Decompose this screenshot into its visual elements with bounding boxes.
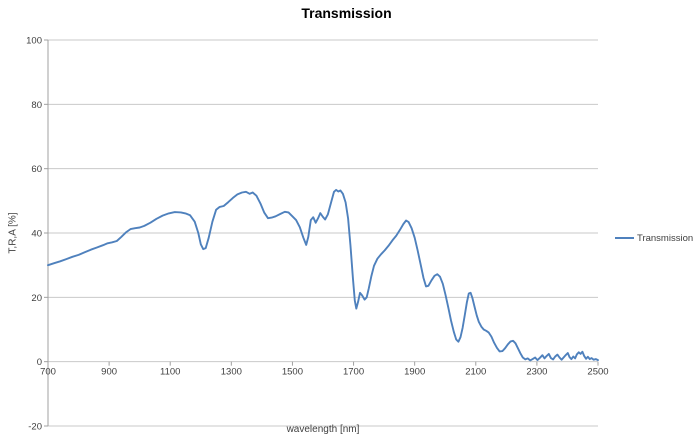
x-tick-label: 2500 [587, 367, 608, 378]
legend-label: Transmission [637, 232, 693, 244]
x-tick-label: 1100 [160, 367, 180, 378]
legend-line-swatch [615, 237, 634, 239]
x-tick-label: 1300 [221, 367, 242, 378]
y-tick-label: 60 [31, 164, 42, 175]
y-tick-label: -20 [28, 422, 42, 433]
y-tick-label: 20 [31, 293, 42, 304]
x-tick-label: 1900 [404, 367, 425, 378]
legend: Transmission [615, 232, 693, 244]
chart-title: Transmission [301, 5, 392, 21]
x-tick-label: 2300 [526, 367, 547, 378]
y-tick-label: 0 [37, 357, 42, 368]
x-tick-label: 1700 [343, 367, 364, 378]
y-tick-label: 80 [31, 100, 42, 111]
x-tick-label: 1500 [282, 367, 303, 378]
y-tick-label: 40 [31, 229, 42, 240]
x-tick-label: 700 [40, 367, 56, 378]
y-axis-title: T,R,A [%] [7, 212, 19, 254]
series-line-transmission [47, 188, 599, 362]
x-axis-title: wavelength [nm] [286, 424, 360, 435]
y-tick-label: 100 [26, 36, 42, 47]
x-tick-label: 900 [101, 367, 117, 378]
x-tick-label: 2100 [465, 367, 486, 378]
